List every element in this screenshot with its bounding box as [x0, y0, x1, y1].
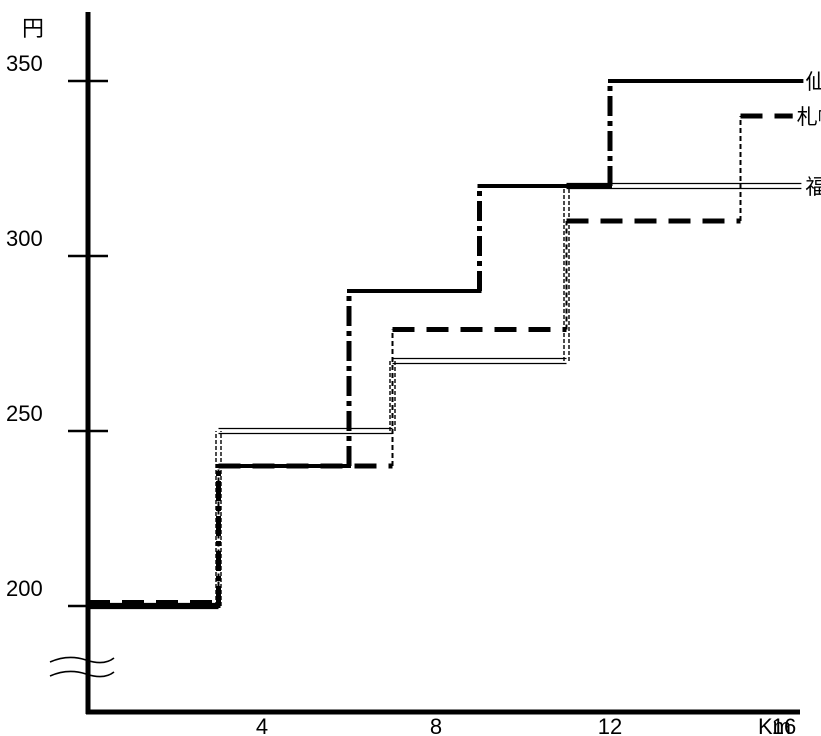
- axis-break-mark-lower: [49, 670, 115, 678]
- labels: 200 250 300 350 4 8 12 16 円 Km 仙台札幌福岡: [6, 16, 821, 736]
- series-label-1: 仙台: [805, 71, 821, 94]
- x-tick-label-12: 12: [598, 714, 622, 736]
- y-tick-label-300: 300: [6, 226, 43, 251]
- series-label-2: 札幌: [797, 106, 821, 129]
- y-unit-label: 円: [22, 16, 44, 41]
- series-2: [88, 113, 793, 605]
- x-unit-label: Km: [758, 714, 791, 736]
- series-label-3: 福岡: [805, 176, 821, 199]
- series-3: [88, 182, 802, 610]
- series-1: [86, 79, 804, 608]
- x-tick-label-8: 8: [430, 714, 442, 736]
- x-tick-label-4: 4: [256, 714, 268, 736]
- y-tick-label-350: 350: [6, 51, 43, 76]
- series-layer: [86, 79, 804, 610]
- axis-break-mark-upper: [49, 656, 115, 664]
- y-tick-label-250: 250: [6, 401, 43, 426]
- y-tick-label-200: 200: [6, 576, 43, 601]
- x-tick-label-16: 16: [772, 714, 796, 736]
